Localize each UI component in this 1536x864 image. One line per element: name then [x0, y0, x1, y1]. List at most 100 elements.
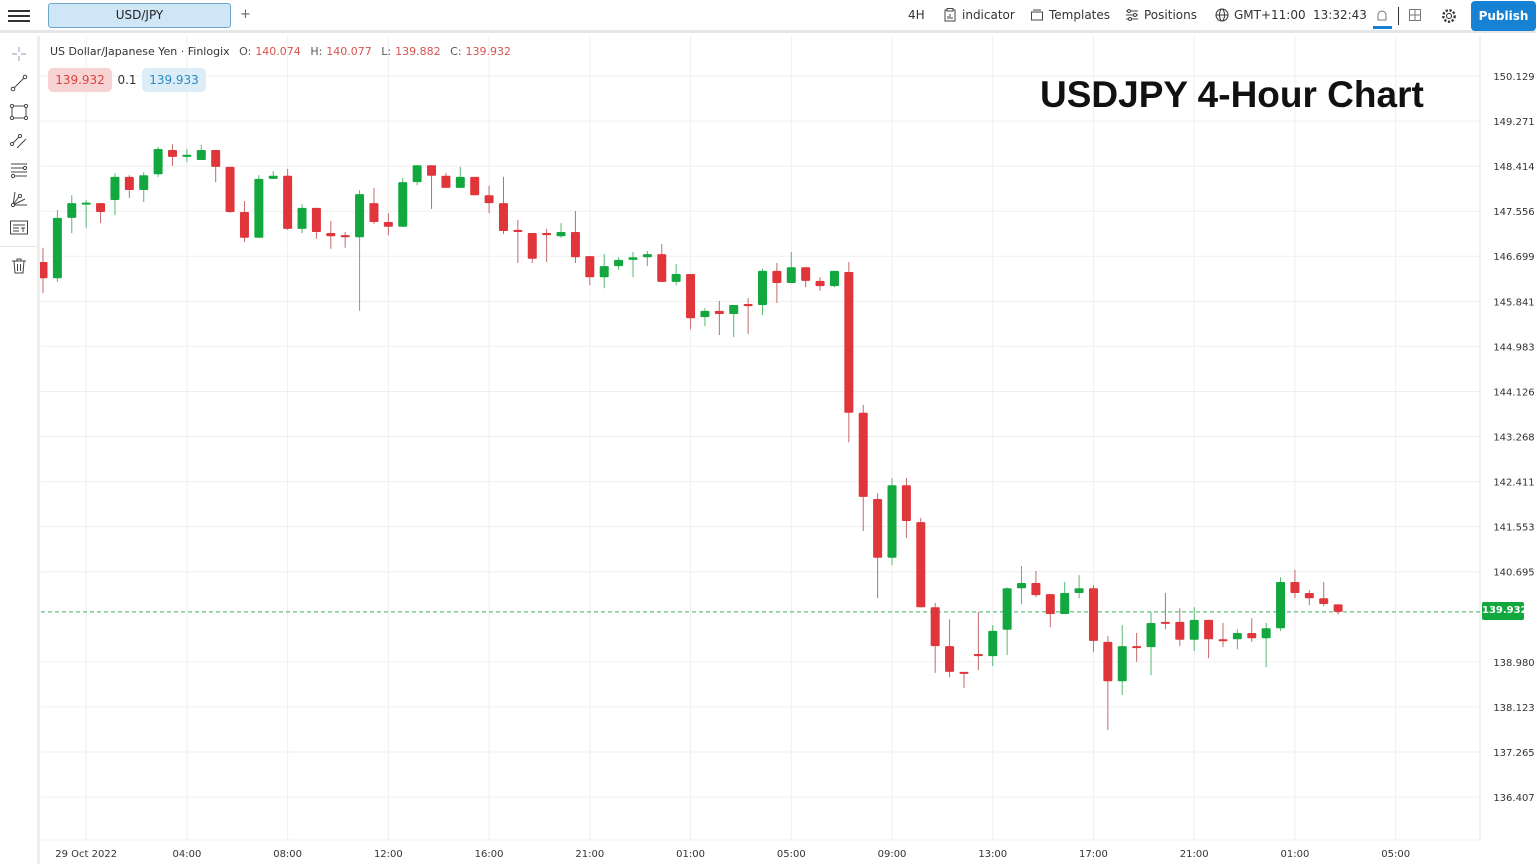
candle-down: [326, 233, 336, 237]
symbol-name: US Dollar/Japanese Yen · Finlogix: [50, 45, 230, 58]
x-tick-label: 05:00: [777, 849, 806, 860]
candle-down: [96, 203, 106, 213]
timezone-button[interactable]: GMT+11:00: [1215, 8, 1306, 22]
add-tab-button[interactable]: +: [240, 7, 251, 22]
positions-label: Positions: [1144, 8, 1197, 22]
templates-button[interactable]: Templates: [1030, 8, 1110, 22]
x-tick-label: 04:00: [172, 849, 201, 860]
candle-down: [311, 207, 321, 233]
candle-up: [628, 257, 638, 260]
rectangle-icon[interactable]: [9, 102, 29, 122]
candle-up: [1189, 619, 1199, 640]
candle-down: [38, 261, 48, 279]
candle-down: [484, 195, 494, 204]
candle-up: [1117, 646, 1127, 682]
candle-down: [1160, 621, 1170, 624]
candle-down: [1204, 619, 1214, 640]
candle-up: [829, 270, 839, 287]
y-tick-label: 136.407: [1493, 793, 1534, 804]
timeframe-button[interactable]: 4H: [908, 8, 925, 22]
candle-up: [455, 176, 465, 188]
text-note-icon[interactable]: [9, 218, 29, 238]
candle-down: [1333, 604, 1343, 612]
candle-down: [211, 150, 221, 167]
indicator-icon: [944, 8, 956, 22]
spread-value: 0.1: [117, 73, 137, 87]
candle-down: [1319, 598, 1329, 605]
x-tick-label: 21:00: [1180, 849, 1209, 860]
candle-up: [1146, 622, 1156, 648]
candle-down: [657, 254, 667, 282]
x-tick-label: 29 Oct 2022: [55, 849, 117, 860]
sell-price-button[interactable]: 139.932: [48, 68, 112, 92]
y-tick-label: 145.841: [1493, 297, 1534, 308]
candle-up: [642, 254, 652, 258]
grid-layout-icon: [1409, 9, 1421, 21]
candle-up: [81, 202, 91, 205]
candle-down: [340, 235, 350, 238]
y-tick-label: 138.980: [1493, 658, 1534, 669]
candle-up: [67, 203, 77, 218]
candle-up: [52, 217, 62, 279]
positions-button[interactable]: Positions: [1125, 8, 1197, 22]
buy-price-button[interactable]: 139.933: [142, 68, 206, 92]
candle-up: [988, 630, 998, 657]
y-tick-label: 150.129: [1493, 72, 1534, 83]
layout-button[interactable]: [1408, 8, 1422, 22]
toolbar-divider: [0, 246, 37, 247]
candle-up: [139, 175, 149, 190]
candle-down: [239, 212, 249, 238]
lock-button[interactable]: [1375, 8, 1389, 22]
candle-down: [283, 175, 293, 229]
candle-down: [124, 176, 134, 190]
x-tick-label: 17:00: [1079, 849, 1108, 860]
fib-retracement-icon[interactable]: [9, 160, 29, 180]
y-tick-label: 144.126: [1493, 387, 1534, 398]
candle-up: [355, 194, 365, 238]
candle-up: [1276, 581, 1286, 629]
timeframe-label: 4H: [908, 8, 925, 22]
chart-title: USDJPY 4-Hour Chart: [1040, 74, 1424, 115]
candle-down: [369, 203, 379, 223]
candle-down: [714, 310, 724, 314]
candle-up: [1261, 628, 1271, 639]
crosshair-icon[interactable]: [9, 44, 29, 64]
tab-usdjpy[interactable]: USD/JPY: [48, 3, 231, 28]
hamburger-menu-icon[interactable]: [8, 7, 30, 25]
candle-down: [168, 150, 178, 157]
templates-label: Templates: [1049, 8, 1111, 22]
trend-line-icon[interactable]: [9, 73, 29, 93]
candle-down: [470, 176, 480, 196]
pitchfork-icon[interactable]: [9, 189, 29, 209]
x-tick-label: 01:00: [676, 849, 705, 860]
low-value: 139.882: [395, 45, 441, 58]
y-tick-label: 146.699: [1493, 252, 1534, 263]
indicator-label: indicator: [962, 8, 1015, 22]
y-tick-label: 142.411: [1493, 478, 1534, 489]
high-label: H:: [310, 45, 323, 58]
parallel-channel-icon[interactable]: [9, 131, 29, 151]
candle-down: [801, 267, 811, 281]
candle-down: [844, 271, 854, 413]
trash-icon[interactable]: [9, 256, 29, 276]
candle-down: [901, 485, 911, 522]
candle-up: [398, 182, 408, 227]
settings-button[interactable]: [1441, 8, 1457, 24]
candle-down: [225, 166, 235, 213]
y-tick-label: 143.268: [1493, 433, 1534, 444]
clock-label: 13:32:43: [1313, 8, 1367, 22]
candle-up: [671, 274, 681, 282]
candle-down: [513, 229, 523, 233]
publish-button[interactable]: Publish: [1471, 1, 1536, 31]
candle-down: [542, 233, 552, 236]
candle-up: [758, 270, 767, 306]
x-tick-label: 08:00: [273, 849, 302, 860]
candle-down: [1247, 632, 1257, 639]
active-indicator: [1373, 26, 1392, 29]
candle-down: [1088, 588, 1098, 641]
indicator-button[interactable]: indicator: [943, 8, 1015, 22]
candle-up: [1074, 588, 1084, 594]
y-tick-label: 140.695: [1493, 568, 1534, 579]
y-tick-label: 148.414: [1493, 162, 1534, 173]
